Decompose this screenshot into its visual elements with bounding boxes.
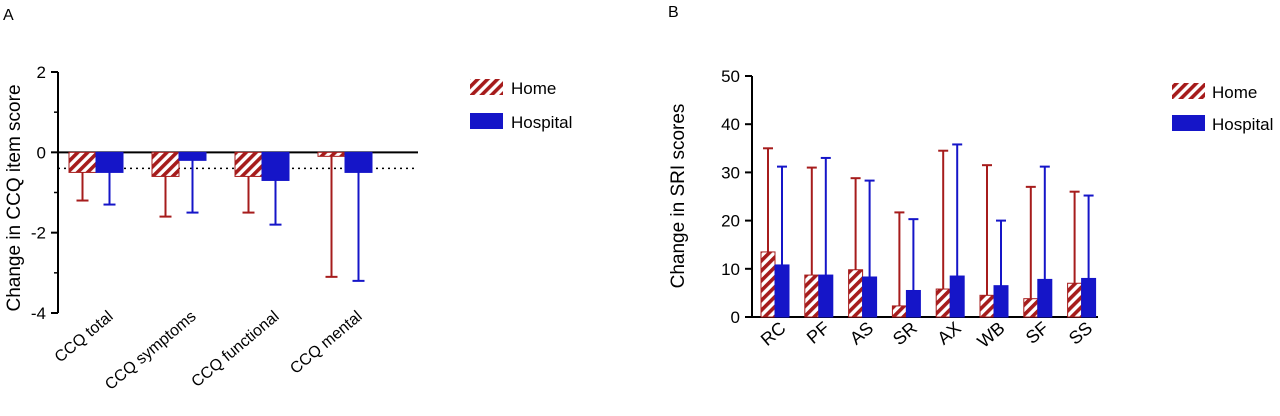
legend-swatch-home bbox=[1172, 83, 1205, 99]
bar-hospital bbox=[1081, 277, 1097, 318]
bar-home bbox=[68, 151, 97, 173]
bar-hospital bbox=[178, 151, 207, 161]
legend-swatch-home bbox=[470, 79, 503, 95]
bar-hospital bbox=[95, 151, 124, 173]
y-tick-label: -2 bbox=[31, 224, 46, 243]
panel-b: B Change in SRI scores 50 40 30 20 10 0 RC PF A… bbox=[668, 4, 1273, 352]
legend: Home Hospital bbox=[470, 79, 572, 132]
bar-hospital bbox=[905, 289, 921, 318]
legend-swatch-hospital bbox=[470, 113, 503, 129]
bar-home bbox=[935, 288, 951, 318]
bar-home bbox=[848, 269, 864, 318]
x-tick-label: CCQ total bbox=[52, 308, 117, 366]
x-tick-label: CCQ symptoms bbox=[102, 308, 199, 394]
bar-home bbox=[317, 151, 346, 157]
bar-home bbox=[760, 251, 776, 318]
bar-home bbox=[979, 294, 995, 318]
bar-hospital bbox=[1037, 278, 1053, 318]
bar-home bbox=[1067, 282, 1083, 318]
x-tick-label: SS bbox=[1065, 318, 1096, 349]
y-tick-label: 30 bbox=[721, 163, 740, 182]
bar-home bbox=[151, 151, 180, 177]
bar-home bbox=[891, 305, 907, 318]
legend-label-home: Home bbox=[1212, 83, 1257, 102]
legend-label-hospital: Hospital bbox=[1212, 115, 1273, 134]
bar-hospital bbox=[818, 274, 834, 318]
y-tick-label: -4 bbox=[31, 304, 46, 323]
y-axis-title: Change in SRI scores bbox=[668, 104, 689, 289]
y-tick-label: 0 bbox=[37, 143, 46, 162]
x-tick-label: RC bbox=[757, 318, 790, 350]
x-tick-label: WB bbox=[974, 318, 1009, 352]
x-tick-label: CCQ mental bbox=[287, 308, 365, 378]
y-tick-label: 20 bbox=[721, 212, 740, 231]
legend-label-home: Home bbox=[511, 79, 556, 98]
x-tick-label: SR bbox=[889, 318, 921, 349]
legend-label-hospital: Hospital bbox=[511, 113, 572, 132]
y-axis-title: Change in CCQ item score bbox=[4, 84, 25, 311]
panel-a: A Change in CCQ item score 2 0 -2 -4 CCQ to… bbox=[3, 7, 572, 394]
panel-label: B bbox=[668, 4, 679, 21]
y-tick-label: 50 bbox=[721, 67, 740, 86]
bar-home bbox=[804, 274, 820, 318]
y-tick-label: 10 bbox=[721, 260, 740, 279]
bar-home bbox=[1023, 298, 1039, 318]
legend-swatch-hospital bbox=[1172, 115, 1205, 131]
bar-hospital bbox=[993, 285, 1009, 318]
bar-home bbox=[234, 151, 263, 177]
panel-label: A bbox=[3, 7, 14, 24]
y-tick-label: 0 bbox=[731, 308, 740, 327]
bar-hospital bbox=[862, 276, 878, 318]
x-tick-label: CCQ functional bbox=[189, 308, 283, 391]
legend: Home Hospital bbox=[1172, 83, 1273, 134]
x-tick-label: AX bbox=[934, 318, 965, 349]
x-tick-label: SF bbox=[1022, 318, 1052, 348]
x-tick-label: PF bbox=[803, 318, 833, 348]
bar-hospital bbox=[261, 151, 290, 181]
x-tick-label: AS bbox=[846, 318, 877, 349]
bar-hospital bbox=[949, 275, 965, 318]
y-tick-label: 2 bbox=[37, 63, 46, 82]
bar-hospital bbox=[774, 264, 790, 318]
bar-hospital bbox=[344, 151, 373, 173]
y-tick-label: 40 bbox=[721, 115, 740, 134]
